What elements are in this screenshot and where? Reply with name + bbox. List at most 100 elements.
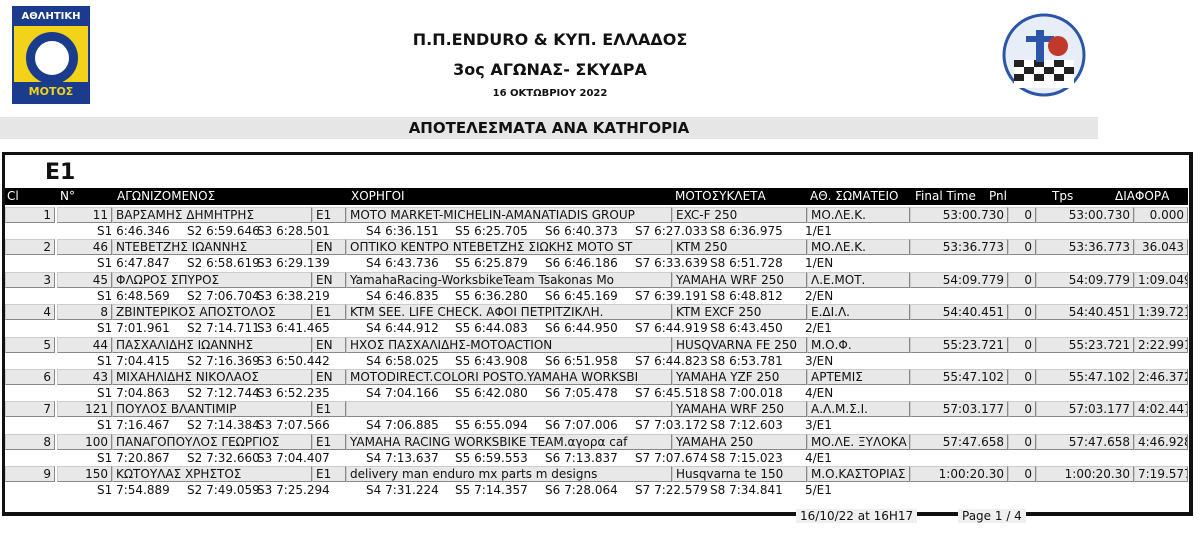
split-times-row: S1 7:20.867 S2 7:32.660 S3 7:04.407 S4 7:13… [5, 450, 1188, 466]
split-time: S8 7:00.018 [710, 386, 783, 400]
col-penalty: Pnl [989, 189, 1007, 203]
class-position: 1/E1 [805, 224, 832, 238]
cell-difference: 1:09.049 [1134, 271, 1188, 288]
col-club: ΑΘ. ΣΩΜΑΤΕΙΟ [810, 189, 899, 203]
split-time: S5 6:44.083 [455, 321, 528, 336]
cell-tps: 55:23.721 [1036, 336, 1134, 353]
cell-number: 121 [57, 401, 112, 418]
split-time: S2 6:59.646 [187, 224, 260, 238]
cell-class: 3 [5, 271, 55, 288]
class-position: 2/E1 [805, 321, 832, 336]
cell-final-time: 55:23.721 [910, 336, 1008, 353]
page-indicator: Page 1 / 4 [958, 509, 1026, 523]
col-motorcycle: ΜΟΤΟΣΥΚΛΕΤΑ [675, 189, 766, 203]
split-time: S3 6:52.235 [257, 386, 330, 400]
cell-sponsor: KTM SEE. LIFE CHECK. ΑΦΟΙ ΠΕΤΡΙΤΖΙΚΛΗ. [346, 304, 672, 321]
split-time: S1 7:20.867 [97, 450, 170, 465]
cell-penalty: 0 [1008, 304, 1036, 321]
split-time: S4 6:43.736 [366, 256, 439, 271]
cell-class: 6 [5, 369, 55, 385]
document-subtitle: 3ος ΑΓΩΝΑΣ- ΣΚΥΔΡΑ [453, 60, 647, 79]
logo-text-bottom: ΜΟΤΟΣ [14, 82, 88, 102]
cell-rider-name: ΒΑΡΣΑΜΗΣ ΔΗΜΗΤΡΗΣ [112, 207, 312, 223]
split-time: S8 7:34.841 [710, 483, 783, 498]
split-time: S3 6:41.465 [257, 321, 330, 336]
cell-sponsor: MOTO MARKET-MICHELIN-AMANATIADIS GROUP [346, 207, 672, 223]
cell-category: E1 [312, 304, 346, 321]
cell-rider-name: ΠΑΝΑΓΟΠΟΥΛΟΣ ΓΕΩΡΓΙΟΣ [112, 433, 312, 450]
cell-club: ΜΟ.ΛΕ.Κ. [807, 239, 910, 256]
cell-class: 1 [5, 207, 55, 223]
split-time: S6 6:40.373 [545, 224, 618, 238]
split-time: S3 6:50.442 [257, 353, 330, 368]
split-time: S6 7:07.006 [545, 418, 618, 433]
cell-category: EN [312, 369, 346, 385]
split-time: S6 6:46.186 [545, 256, 618, 271]
split-time: S5 6:55.094 [455, 418, 528, 433]
cell-category: E1 [312, 433, 346, 450]
cell-club: Ε.ΔΙ.Λ. [807, 304, 910, 321]
split-time: S7 6:33.639 [635, 256, 708, 271]
cell-category: E1 [312, 401, 346, 418]
cell-class: 5 [5, 336, 55, 353]
cell-difference: 2:22.991 [1134, 336, 1188, 353]
cell-sponsor [346, 401, 672, 418]
col-number: N° [60, 189, 75, 203]
cell-sponsor: delivery man enduro mx parts m designs [346, 466, 672, 483]
cell-number: 43 [57, 369, 112, 385]
cell-club: Α.Λ.Μ.Σ.Ι. [807, 401, 910, 418]
split-times-row: S1 7:04.415 S2 7:16.369 S3 6:50.442 S4 6:58… [5, 353, 1188, 369]
split-time: S8 7:12.603 [710, 418, 783, 433]
cell-difference: 4:02.447 [1134, 401, 1188, 418]
category-label: E1 [45, 160, 76, 185]
split-time: S4 7:04.166 [366, 386, 439, 400]
split-time: S4 7:06.885 [366, 418, 439, 433]
split-time: S8 6:36.975 [710, 224, 783, 238]
split-time: S2 7:32.660 [187, 450, 260, 465]
split-times-row: S1 7:04.863 S2 7:12.744 S3 6:52.235 S4 7:04… [5, 385, 1188, 401]
cell-sponsor: YamahaRacing-WorksbikeTeam Tsakonas Mo [346, 271, 672, 288]
split-time: S5 6:36.280 [455, 288, 528, 303]
split-times-row: S1 7:54.889 S2 7:49.059 S3 7:25.294 S4 7:31… [5, 482, 1188, 498]
split-time: S2 7:12.744 [187, 386, 260, 400]
cell-class: 9 [5, 466, 55, 483]
class-position: 2/EN [805, 288, 834, 303]
club-emblem-logo [1000, 10, 1088, 100]
cell-difference: 4:46.928 [1134, 433, 1188, 450]
class-position: 1/EN [805, 256, 834, 271]
col-tps: Tps [1052, 189, 1074, 203]
cell-category: E1 [312, 466, 346, 483]
cell-motorcycle: KTM EXCF 250 [672, 304, 807, 321]
cell-final-time: 54:09.779 [910, 271, 1008, 288]
cell-motorcycle: EXC-F 250 [672, 207, 807, 223]
split-time: S8 6:48.812 [710, 288, 783, 303]
cell-tps: 1:00:20.30 [1036, 466, 1134, 483]
cell-motorcycle: YAMAHA WRF 250 [672, 271, 807, 288]
cell-class: 8 [5, 433, 55, 450]
cell-number: 100 [57, 433, 112, 450]
logo-athlitiki-motos: ΑΘΛΗΤΙΚΗ ΜΟΤΟΣ [12, 6, 90, 104]
cell-tps: 57:47.658 [1036, 433, 1134, 450]
cell-final-time: 57:47.658 [910, 433, 1008, 450]
cell-motorcycle: YAMAHA 250 [672, 433, 807, 450]
cell-number: 11 [57, 207, 112, 223]
cell-class: 4 [5, 304, 55, 321]
class-position: 4/EN [805, 386, 834, 400]
cell-final-time: 54:40.451 [910, 304, 1008, 321]
table-row: 1 11 ΒΑΡΣΑΜΗΣ ΔΗΜΗΤΡΗΣ E1 MOTO MARKET-MICHEL… [5, 207, 1188, 223]
split-times-row: S1 6:47.847 S2 6:58.619 S3 6:29.139 S4 6:43… [5, 255, 1188, 271]
split-time: S8 7:15.023 [710, 450, 783, 465]
cell-number: 150 [57, 466, 112, 483]
cell-rider-name: ΚΩΤΟΥΛΑΣ ΧΡΗΣΤΟΣ [112, 466, 312, 483]
col-cl: Cl [7, 189, 19, 203]
split-time: S2 7:06.704 [187, 288, 260, 303]
table-row: 3 45 ΦΛΩΡΟΣ ΣΠΥΡΟΣ EN YamahaRacing-Worksbike… [5, 271, 1188, 288]
split-time: S3 7:04.407 [257, 450, 330, 465]
cell-club: Μ.Ο.ΚΑΣΤΟΡΙΑΣ [807, 466, 910, 483]
split-time: S3 6:28.501 [257, 224, 330, 238]
cell-final-time: 53:36.773 [910, 239, 1008, 256]
cell-class: 2 [5, 239, 55, 256]
cell-tps: 57:03.177 [1036, 401, 1134, 418]
cell-category: E1 [312, 207, 346, 223]
split-time: S3 7:07.566 [257, 418, 330, 433]
